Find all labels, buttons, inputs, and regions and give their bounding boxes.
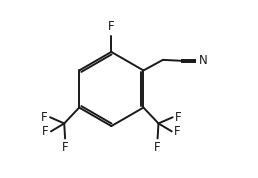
Text: F: F [41, 111, 48, 124]
Text: F: F [174, 125, 180, 138]
Text: F: F [154, 141, 161, 154]
Text: N: N [199, 54, 207, 67]
Text: F: F [175, 111, 181, 124]
Text: F: F [62, 141, 68, 154]
Text: F: F [42, 125, 49, 138]
Text: F: F [108, 20, 115, 33]
